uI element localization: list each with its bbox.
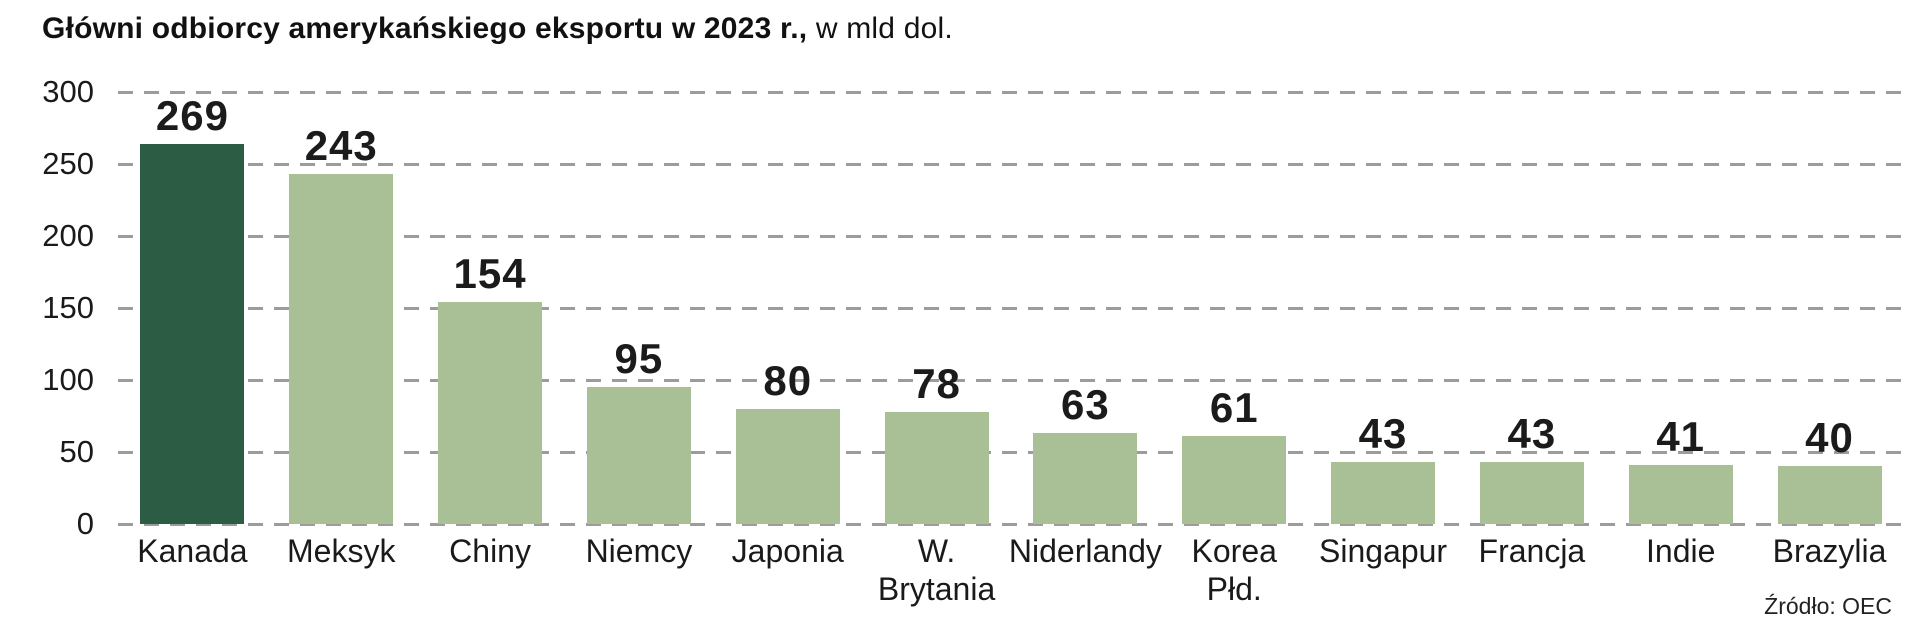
bar-column-w: 78 W. Brytania	[862, 92, 1011, 607]
bar-column-kanada: 269 Kanada	[118, 92, 267, 569]
x-axis-label: Singapur	[1318, 533, 1448, 569]
bar-singapur	[1331, 462, 1436, 524]
bar-value-label: 269	[155, 92, 229, 139]
y-tick-50: 50	[59, 434, 94, 469]
chart-title-unit: w mld dol.	[807, 12, 953, 45]
bar-column-korea: 61 Korea Płd.	[1160, 92, 1309, 607]
bar-value-label: 40	[1805, 414, 1854, 462]
gridline-150	[118, 306, 1904, 310]
bar-niderlandy	[1033, 433, 1138, 524]
chart-title-main: Główni odbiorcy amerykańskiego eksportu …	[42, 12, 808, 45]
gridline-300	[118, 90, 1904, 94]
y-tick-0: 0	[76, 506, 94, 541]
x-axis-label: Meksyk	[287, 533, 396, 569]
x-axis-label: Niemcy	[585, 533, 693, 569]
bar-niemcy	[586, 387, 691, 524]
bar-column-francja: 43 Francja	[1457, 92, 1606, 569]
chart-title: Główni odbiorcy amerykańskiego eksportu …	[42, 12, 953, 46]
bar-column-indie: 41 Indie	[1606, 92, 1755, 569]
x-axis-label: Chiny	[449, 533, 531, 569]
gridline-0	[118, 522, 1904, 526]
bar-column-singapur: 43 Singapur	[1309, 92, 1458, 569]
gridline-250	[118, 162, 1904, 166]
bar-meksyk	[289, 174, 394, 524]
bar-value-label: 78	[912, 359, 961, 407]
x-axis-label: W. Brytania	[877, 533, 996, 607]
bar-kanada	[140, 144, 245, 524]
y-axis: 0 50 100 150 200 250 300	[0, 76, 102, 540]
gridline-50	[118, 450, 1904, 454]
bar-korea	[1182, 436, 1287, 524]
bar-column-japonia: 80 Japonia	[713, 92, 862, 569]
x-axis-label: Indie	[1646, 533, 1716, 569]
bar-value-label: 43	[1358, 410, 1408, 458]
bar-column-niemcy: 95 Niemcy	[564, 92, 713, 569]
bar-indie	[1628, 464, 1733, 524]
bar-w	[884, 411, 989, 524]
x-axis-label: Francja	[1478, 533, 1586, 569]
y-tick-300: 300	[42, 74, 94, 109]
bar-japonia	[735, 408, 840, 524]
bar-column-chiny: 154 Chiny	[416, 92, 565, 569]
bar-value-label: 243	[304, 122, 378, 170]
bar-francja	[1479, 462, 1584, 524]
y-tick-250: 250	[42, 146, 94, 181]
bar-value-label: 43	[1507, 410, 1557, 458]
bar-value-label: 61	[1209, 384, 1259, 432]
bar-value-label: 95	[614, 335, 664, 383]
bars-container: 269 Kanada 243 Meksyk 154 Chiny 95 Niemcy 80 Japo…	[118, 92, 1904, 607]
bar-brazylia	[1777, 466, 1882, 524]
bar-value-label: 41	[1656, 412, 1706, 460]
y-tick-150: 150	[42, 290, 94, 325]
x-axis-label: Korea Płd.	[1191, 533, 1277, 607]
x-axis-label: Niderlandy	[1008, 533, 1162, 569]
plot-area: 269 Kanada 243 Meksyk 154 Chiny 95 Niemcy 80 Japo…	[118, 90, 1904, 607]
x-axis-label: Kanada	[137, 533, 248, 569]
x-axis-label: Japonia	[731, 533, 844, 569]
bar-chiny	[438, 302, 543, 524]
source-note: Źródło: OEC	[1764, 593, 1892, 619]
gridline-100	[118, 378, 1904, 382]
x-axis-label: Brazylia	[1772, 533, 1887, 569]
bar-column-brazylia: 40 Brazylia	[1755, 92, 1904, 569]
y-tick-200: 200	[42, 218, 94, 253]
y-tick-100: 100	[42, 362, 94, 397]
bar-column-niderlandy: 63 Niderlandy	[1009, 92, 1162, 569]
bar-value-label: 154	[453, 250, 527, 298]
bar-value-label: 80	[763, 356, 813, 404]
bar-column-meksyk: 243 Meksyk	[267, 92, 416, 569]
bar-value-label: 63	[1061, 381, 1110, 429]
gridline-200	[118, 234, 1904, 238]
